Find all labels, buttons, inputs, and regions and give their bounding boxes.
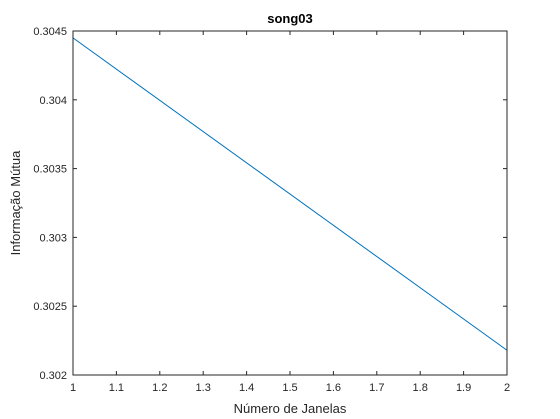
series-line (72, 37, 508, 351)
y-tick-label: 0.3025 (33, 301, 67, 313)
x-tick-label: 1.4 (239, 382, 254, 394)
y-axis-label: Informação Mútua (8, 150, 23, 256)
x-tick-label: 1.1 (109, 382, 124, 394)
y-tick-label: 0.3045 (33, 26, 67, 38)
x-tick-label: 1 (70, 382, 76, 394)
chart-title: song03 (267, 11, 313, 26)
series-layer (72, 37, 508, 351)
plot-area (73, 31, 507, 375)
y-tick-label: 0.304 (39, 95, 67, 107)
x-tick-label: 1.3 (196, 382, 211, 394)
x-axis-ticks: 1 1.1 1.2 1.3 1.4 1.5 1.6 1.7 1.8 1.9 2 (70, 31, 510, 394)
y-tick-label: 0.302 (39, 370, 67, 382)
x-tick-label: 1.2 (152, 382, 167, 394)
x-tick-label: 1.6 (326, 382, 341, 394)
x-tick-label: 1.8 (413, 382, 428, 394)
x-tick-label: 1.5 (282, 382, 297, 394)
y-axis-ticks: 0.302 0.3025 0.303 0.3035 0.304 0.3045 (33, 26, 507, 382)
x-axis-label: Número de Janelas (234, 401, 347, 416)
y-tick-label: 0.3035 (33, 164, 67, 176)
x-tick-label: 1.7 (369, 382, 384, 394)
x-tick-label: 1.9 (456, 382, 471, 394)
y-tick-label: 0.303 (39, 232, 67, 244)
x-tick-label: 2 (504, 382, 510, 394)
